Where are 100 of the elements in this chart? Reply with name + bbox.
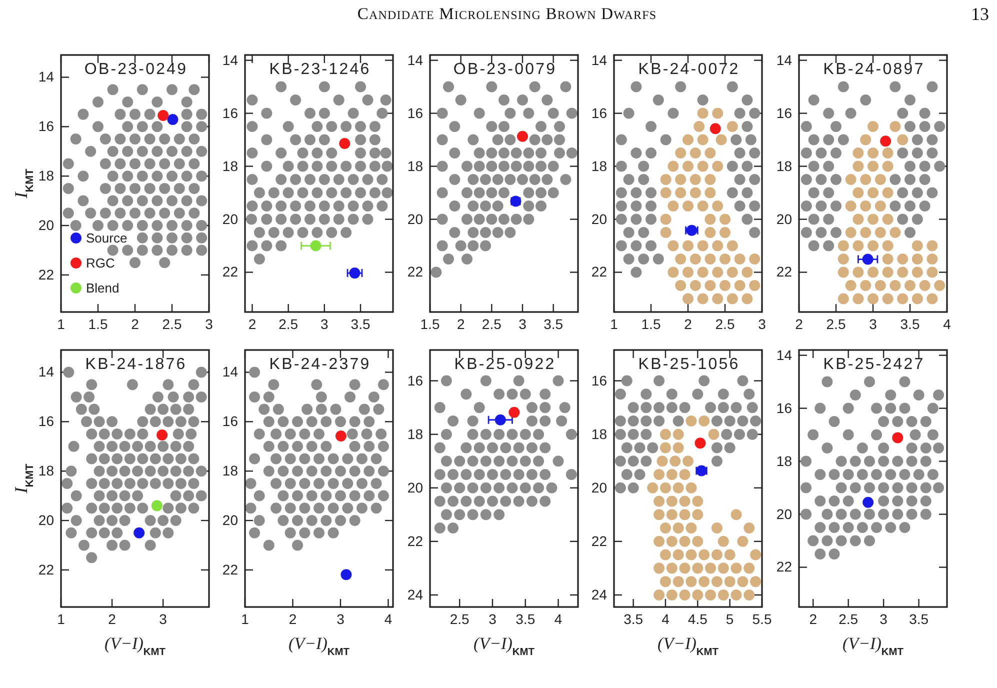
point [874, 280, 886, 291]
point [718, 402, 729, 414]
point [912, 254, 923, 264]
point [628, 402, 639, 414]
y-tick-label: 22 [38, 561, 54, 578]
point [646, 200, 656, 212]
text: 13 [971, 4, 989, 24]
point [623, 227, 634, 238]
y-tick-label: 16 [222, 413, 238, 430]
point [712, 293, 724, 304]
point [712, 108, 724, 119]
y-tick-label: 18 [776, 158, 792, 174]
point [623, 108, 634, 119]
point [724, 442, 736, 454]
point [720, 227, 730, 238]
x-tick-label: 3 [336, 610, 345, 627]
point [823, 240, 834, 252]
point [800, 148, 812, 159]
point [675, 174, 686, 186]
point [800, 200, 812, 212]
point [860, 280, 872, 291]
point [912, 293, 923, 304]
y-tick-label: 18 [407, 158, 424, 174]
point [749, 108, 760, 119]
point [919, 200, 930, 212]
point [742, 121, 753, 132]
point [668, 200, 679, 212]
point [704, 148, 716, 159]
point [134, 527, 145, 538]
point [726, 240, 738, 252]
point [690, 174, 701, 186]
x-tick-label: 1.5 [88, 316, 108, 332]
y-tick-label: 16 [776, 400, 792, 416]
point [926, 254, 938, 264]
x-tick-label: 1 [610, 316, 618, 332]
x-tick-label: 2.5 [838, 610, 858, 627]
point [823, 214, 834, 225]
point [745, 134, 756, 146]
x-axis-title: (V−I)$_{KMT}$ [104, 634, 166, 658]
point [897, 293, 908, 304]
point [660, 227, 672, 238]
point [838, 240, 849, 252]
x-tick-label: 5.5 [752, 610, 772, 627]
point [692, 388, 704, 400]
point [660, 214, 672, 225]
point [734, 428, 745, 440]
point [634, 468, 646, 480]
y-tick-label: 18 [776, 452, 792, 469]
point [874, 200, 886, 212]
point [654, 402, 665, 414]
point [628, 415, 639, 426]
point [860, 174, 872, 186]
point [720, 214, 730, 225]
point [926, 240, 938, 252]
point [660, 187, 672, 198]
point [668, 160, 679, 172]
x-tick-label: 3.5 [624, 610, 644, 627]
point [623, 174, 634, 186]
point [737, 375, 748, 386]
point [646, 148, 656, 159]
point [882, 240, 894, 252]
point [882, 266, 894, 278]
legend-label: RGC [86, 256, 115, 271]
point [852, 266, 864, 278]
chart-title: KB-23-1246 [269, 61, 371, 78]
point [838, 266, 849, 278]
point [897, 214, 908, 225]
x-tick-label: 3 [159, 610, 168, 627]
point [816, 174, 827, 186]
point [742, 94, 753, 106]
point [823, 160, 834, 172]
point [808, 94, 820, 106]
point [926, 81, 938, 92]
y-tick-label: 22 [222, 561, 238, 578]
point [630, 200, 642, 212]
point [697, 200, 708, 212]
point [808, 187, 820, 198]
y-tick-label: 20 [38, 216, 54, 233]
chart-title: KB-24-2379 [269, 356, 371, 373]
point [698, 375, 710, 386]
x-tick-label: 2 [131, 316, 140, 332]
x-tick-label: 2.5 [162, 316, 182, 332]
point [646, 187, 656, 198]
y-tick-label: 18 [407, 426, 424, 442]
point [652, 254, 664, 264]
point [734, 108, 746, 119]
point [860, 200, 872, 212]
point [734, 148, 746, 159]
y-tick-label: 18 [38, 462, 54, 479]
point [710, 123, 721, 134]
x-axis-title: (V−I)$_{KMT}$ [474, 634, 536, 658]
point [749, 148, 760, 159]
x-tick-label: 1.5 [420, 316, 440, 332]
point [734, 280, 746, 291]
x-tick-label: 4 [943, 316, 952, 332]
point [838, 254, 849, 264]
point [690, 254, 701, 264]
point [697, 266, 708, 278]
point [830, 174, 842, 186]
point [860, 227, 872, 238]
